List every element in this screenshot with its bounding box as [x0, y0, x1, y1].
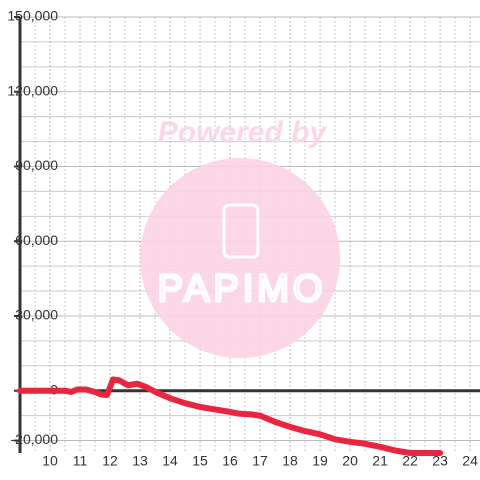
watermark-text: Powered by — [158, 116, 328, 149]
x-tick-label: 20 — [342, 453, 358, 469]
y-tick-label: -20,000 — [11, 431, 59, 447]
x-tick-label: 19 — [312, 453, 328, 469]
x-tick-label: 11 — [73, 453, 88, 469]
watermark: Powered by PAPIMO — [140, 116, 340, 358]
axes: -20,000030,00060,00090,000120,000150,000… — [7, 8, 480, 469]
y-tick-label: 30,000 — [15, 307, 58, 323]
y-tick-label: 60,000 — [15, 232, 58, 248]
x-tick-label: 23 — [432, 453, 448, 469]
x-tick-label: 17 — [252, 453, 268, 469]
y-tick-label: 150,000 — [7, 8, 58, 24]
x-tick-label: 12 — [102, 453, 118, 469]
x-tick-label: 14 — [162, 453, 178, 469]
watermark-icon — [222, 203, 260, 259]
data-line — [17, 376, 444, 456]
x-tick-label: 13 — [132, 453, 148, 469]
y-tick-label: 90,000 — [15, 157, 58, 173]
x-tick-label: 16 — [222, 453, 238, 469]
x-tick-label: 10 — [42, 453, 58, 469]
x-tick-label: 22 — [402, 453, 418, 469]
x-tick-label: 24 — [462, 453, 478, 469]
x-tick-label: 18 — [282, 453, 298, 469]
x-tick-label: 15 — [192, 453, 208, 469]
watermark-logo: PAPIMO — [158, 268, 327, 310]
x-tick-label: 21 — [372, 453, 388, 469]
y-tick-label: 120,000 — [7, 82, 58, 98]
